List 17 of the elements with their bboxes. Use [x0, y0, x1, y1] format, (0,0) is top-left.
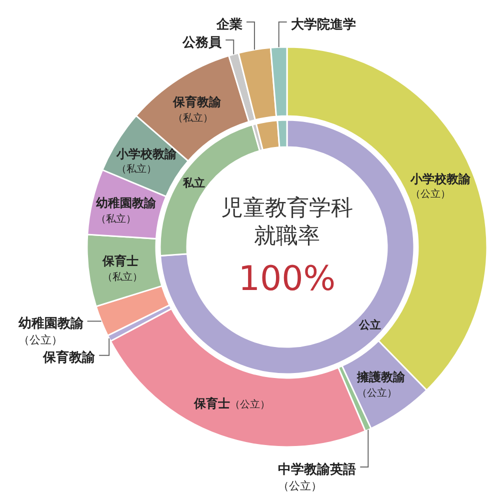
slice-label: 幼稚園教諭（私立） [96, 196, 156, 226]
slice-label: 企業 [216, 18, 242, 33]
slice-label: 小学校教諭（公立） [410, 172, 470, 202]
slice-label: 私立 [183, 176, 206, 190]
text: 100% [238, 259, 336, 299]
text: 児童教育学科就職率 [220, 195, 354, 250]
slice-label: 中学教諭英語（公立） [278, 462, 356, 494]
slice-label: 保育士（私立） [102, 254, 143, 284]
slice-label: 幼稚園教諭（公立） [18, 316, 84, 348]
slice-label: 保育教諭（私立） [173, 95, 221, 125]
slice-label: 小学校教諭（私立） [116, 146, 176, 177]
slice-label: 公立 [358, 319, 381, 332]
slice-label: 大学院進学 [290, 18, 356, 33]
slice-label: 公務員 [182, 36, 222, 51]
slice-label: 保育士（公立） [194, 396, 270, 411]
slice-label: 擁護教諭（公立） [356, 370, 405, 400]
slice-label: 保育教諭 [43, 350, 96, 366]
